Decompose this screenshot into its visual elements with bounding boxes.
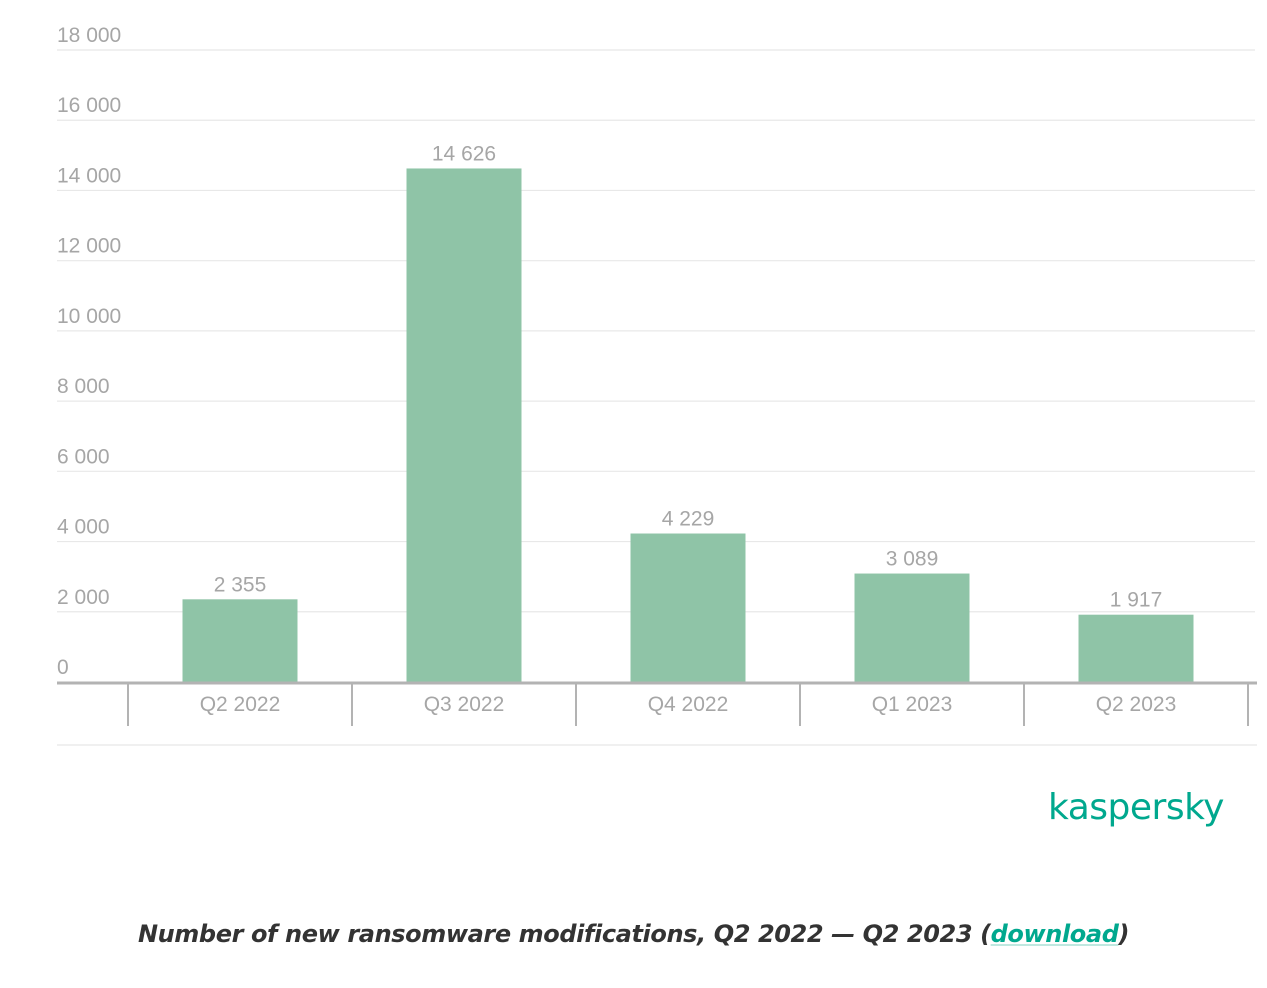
x-axis-tick-labels: Q2 2022 Q3 2022 Q4 2022 Q1 2023 Q2 2023 [200,693,1177,716]
x-tick-label: Q2 2023 [1096,693,1177,716]
x-tick-label: Q4 2022 [648,693,729,716]
y-tick-label: 0 [57,656,69,679]
caption-close-paren: ) [1118,920,1130,948]
y-tick-label: 18 000 [57,24,121,47]
caption-text: Number of new ransomware modifications, … [137,920,991,948]
bar [1078,614,1194,682]
y-tick-label: 2 000 [57,586,110,609]
x-axis [57,681,1257,746]
y-tick-label: 16 000 [57,94,121,117]
download-link[interactable]: download [990,920,1119,948]
bar-chart: 0 2 000 4 000 6 000 8 000 10 000 12 000 14 000 1… [57,24,1257,746]
y-axis-tick-labels: 0 2 000 4 000 6 000 8 000 10 000 12 000 14 000 1… [57,24,121,679]
bar-value-label: 1 917 [1110,589,1163,612]
bar-value-label: 4 229 [662,508,715,531]
bar-value-label: 14 626 [432,142,496,165]
bar-value-label: 2 355 [214,573,267,596]
bar-value-labels: 2 355 14 626 4 229 3 089 1 917 [214,142,1163,611]
y-tick-label: 6 000 [57,445,110,468]
kaspersky-logo: kaspersky [1048,787,1224,828]
x-tick-label: Q2 2022 [200,693,281,716]
x-tick-label: Q1 2023 [872,693,953,716]
y-tick-label: 14 000 [57,164,121,187]
y-tick-label: 4 000 [57,516,110,539]
bar [630,533,746,682]
y-tick-label: 10 000 [57,305,121,328]
x-tick-label: Q3 2022 [424,693,505,716]
y-tick-label: 8 000 [57,375,110,398]
figure-caption: Number of new ransomware modifications, … [0,920,1267,948]
bars [182,168,1194,682]
bar-value-label: 3 089 [886,548,939,571]
bar [182,599,298,682]
y-tick-label: 12 000 [57,235,121,258]
bar [854,573,970,682]
gridlines [57,49,1255,613]
bar [406,168,522,682]
